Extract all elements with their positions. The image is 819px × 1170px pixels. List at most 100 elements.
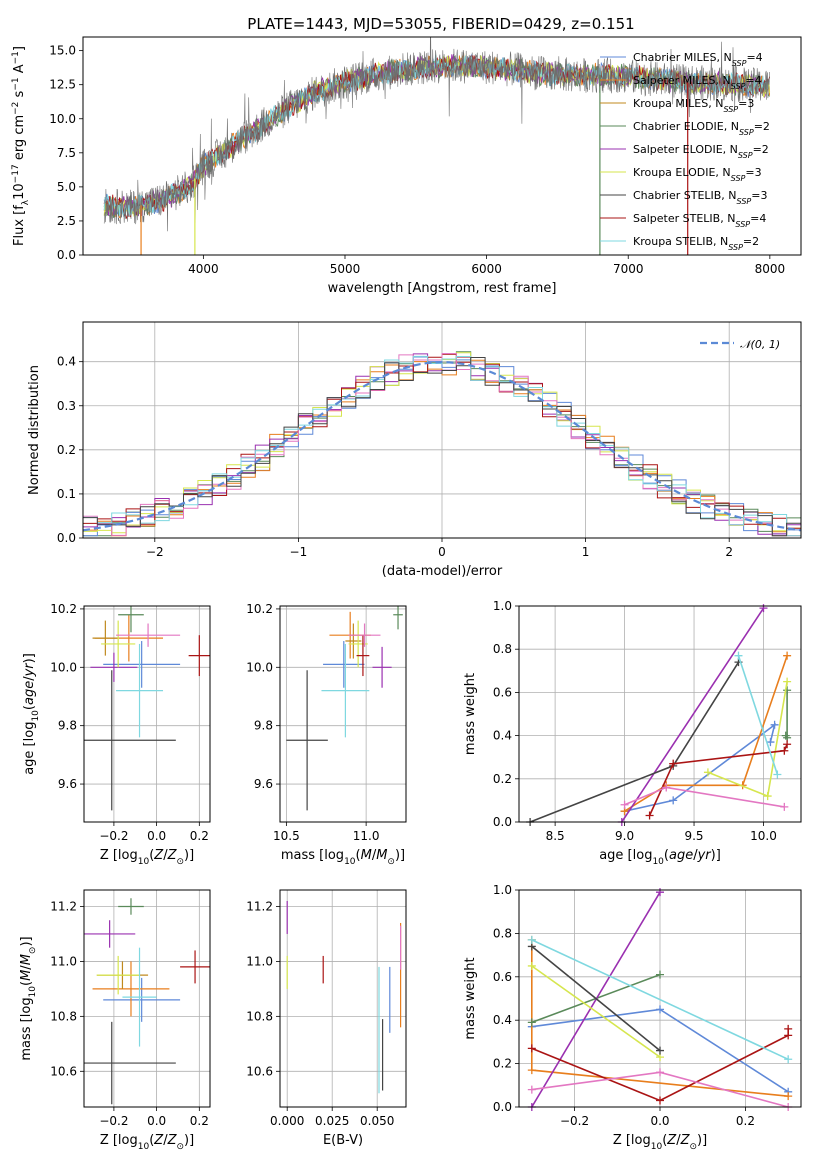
y-axis-label: mass weight	[463, 957, 478, 1039]
mass-weight-marker	[734, 651, 743, 660]
mass-weight-marker	[703, 768, 712, 777]
y-tick-label: 10.6	[50, 1064, 77, 1078]
axes-frame	[83, 605, 211, 823]
x-tick-label: 0.0	[147, 829, 166, 843]
y-tick-label: 15.0	[49, 44, 76, 58]
y-tick-label: 11.0	[246, 954, 273, 968]
spectrum-panel: 4000 5000 6000 7000 8000 0.0 2.5 5.0 7.5 10.0 12.5…	[11, 36, 802, 296]
axes-frame	[518, 889, 802, 1108]
y-tick-label: 0.4	[57, 355, 76, 369]
mass-weight-marker	[669, 796, 678, 805]
mass-weight-marker	[784, 1055, 793, 1064]
axes-frame	[83, 889, 211, 1108]
x-tick-label: −0.2	[560, 1114, 589, 1128]
mass-weight-marker	[527, 1066, 536, 1075]
y-tick-label: 5.0	[57, 180, 76, 194]
z-massweight-panel: −0.2 0.0 0.2 0.0 0.2 0.4 0.6 0.8 1.0 Z [log10(Z/Z…	[463, 883, 802, 1152]
x-axis-label: wavelength [Angstrom, rest frame]	[328, 281, 557, 296]
y-tick-label: 1.0	[493, 883, 512, 897]
mass-weight-marker	[763, 792, 772, 801]
y-axis-label: mass weight	[463, 673, 478, 755]
x-axis-label: age [log10(age/yr)]	[599, 848, 721, 867]
y-tick-label: 0.2	[493, 1057, 512, 1071]
mass-weight-marker	[780, 746, 789, 755]
y-tick-label: 11.2	[246, 899, 273, 913]
mass-weight-line	[648, 743, 788, 816]
mass-weight-marker	[527, 1085, 536, 1094]
y-tick-label: 1.0	[493, 599, 512, 613]
x-axis-label: E(B-V)	[323, 1133, 363, 1148]
x-tick-label: 10.5	[273, 829, 300, 843]
legend-entry: Chabrier STELIB, NSSP=3	[633, 189, 767, 206]
legend-entry: Chabrier MILES, NSSP=4	[633, 51, 763, 68]
y-tick-label: 11.2	[50, 899, 77, 913]
x-tick-label: 0.000	[270, 1114, 304, 1128]
legend-entry: Kroupa ELODIE, NSSP=3	[633, 166, 762, 183]
x-tick-label: 7000	[613, 262, 644, 276]
x-axis-label: mass [log10(M/M⊙)]	[281, 848, 405, 867]
mass-weight-marker	[527, 935, 536, 944]
axes-frame	[82, 36, 802, 256]
x-tick-label: −0.2	[99, 829, 128, 843]
x-tick-label: −1	[290, 545, 308, 559]
y-tick-label: 0.3	[57, 399, 76, 413]
x-tick-label: 10.0	[750, 829, 777, 843]
x-tick-label: 4000	[188, 262, 219, 276]
x-tick-label: 11.0	[353, 829, 380, 843]
legend-entry: Salpeter ELODIE, NSSP=2	[633, 143, 769, 160]
x-tick-label: 0	[438, 545, 446, 559]
mass-weight-marker	[766, 738, 775, 747]
mass-weight-line	[621, 607, 765, 822]
x-tick-label: 0.0	[147, 1114, 166, 1128]
mass-weight-marker	[656, 1005, 664, 1014]
observed-spectrum-line	[103, 37, 770, 232]
y-tick-label: 7.5	[57, 146, 76, 160]
y-tick-label: 0.8	[493, 926, 512, 940]
y-tick-label: 0.8	[493, 642, 512, 656]
mass-weight-line	[531, 945, 661, 1052]
ebv-mass-panel: 0.000 0.025 0.050 10.6 10.8 11.0 11.2 E(B-V)	[246, 889, 407, 1148]
mass-weight-marker	[784, 1092, 793, 1101]
y-tick-label: 9.6	[254, 777, 273, 791]
mass-weight-marker	[620, 800, 629, 809]
y-tick-label: 10.8	[246, 1009, 273, 1023]
mass-weight-marker	[783, 686, 792, 695]
mass-weight-marker	[656, 888, 664, 897]
legend-entry: 𝒩(0, 1)	[740, 338, 780, 351]
y-tick-label: 0.1	[57, 487, 76, 501]
y-axis-label: age [log10(age/yr)]	[22, 653, 41, 775]
mass-weight-line	[531, 965, 661, 1058]
gaussian-curve	[82, 360, 802, 532]
y-tick-label: 10.2	[246, 602, 273, 616]
y-tick-label: 10.0	[246, 660, 273, 674]
mass-weight-line	[531, 939, 789, 1061]
y-tick-label: 9.8	[254, 719, 273, 733]
mass-weight-marker	[656, 970, 664, 979]
x-tick-label: 2	[725, 545, 733, 559]
legend-entry: Salpeter MILES, NSSP=4	[633, 74, 762, 91]
mass-age-panel: 10.5 11.0 9.6 9.8 10.0 10.2 mass [log10(M/M⊙)]	[246, 602, 407, 867]
mass-weight-marker	[662, 783, 671, 792]
y-tick-label: 0.4	[493, 729, 512, 743]
y-tick-label: 0.0	[493, 1100, 512, 1114]
mass-weight-marker	[773, 770, 782, 779]
mass-weight-marker	[527, 1018, 536, 1027]
x-tick-label: 8.5	[546, 829, 565, 843]
mass-weight-line	[624, 655, 788, 812]
mass-weight-marker	[527, 961, 536, 970]
mass-weight-marker	[783, 740, 792, 749]
y-tick-label: 9.6	[58, 777, 77, 791]
x-tick-label: 0.025	[315, 1114, 349, 1128]
y-tick-label: 0.6	[493, 970, 512, 984]
legend-entry: Chabrier ELODIE, NSSP=2	[633, 120, 770, 137]
y-tick-label: 10.8	[50, 1009, 77, 1023]
y-tick-label: 10.0	[49, 112, 76, 126]
x-axis-label: Z [log10(Z/Z⊙)]	[613, 1133, 707, 1152]
axes-frame	[279, 889, 407, 1108]
legend-entry: Salpeter STELIB, NSSP=4	[633, 212, 766, 229]
axes-frame	[82, 321, 802, 539]
y-tick-label: 9.8	[58, 719, 77, 733]
histogram-panel: −2 −1 0 1 2 0.0 0.1 0.2 0.3 0.4 𝒩(0, 1) (data-model…	[27, 321, 802, 579]
mass-weight-marker	[781, 731, 790, 740]
x-tick-label: −0.2	[99, 1114, 128, 1128]
